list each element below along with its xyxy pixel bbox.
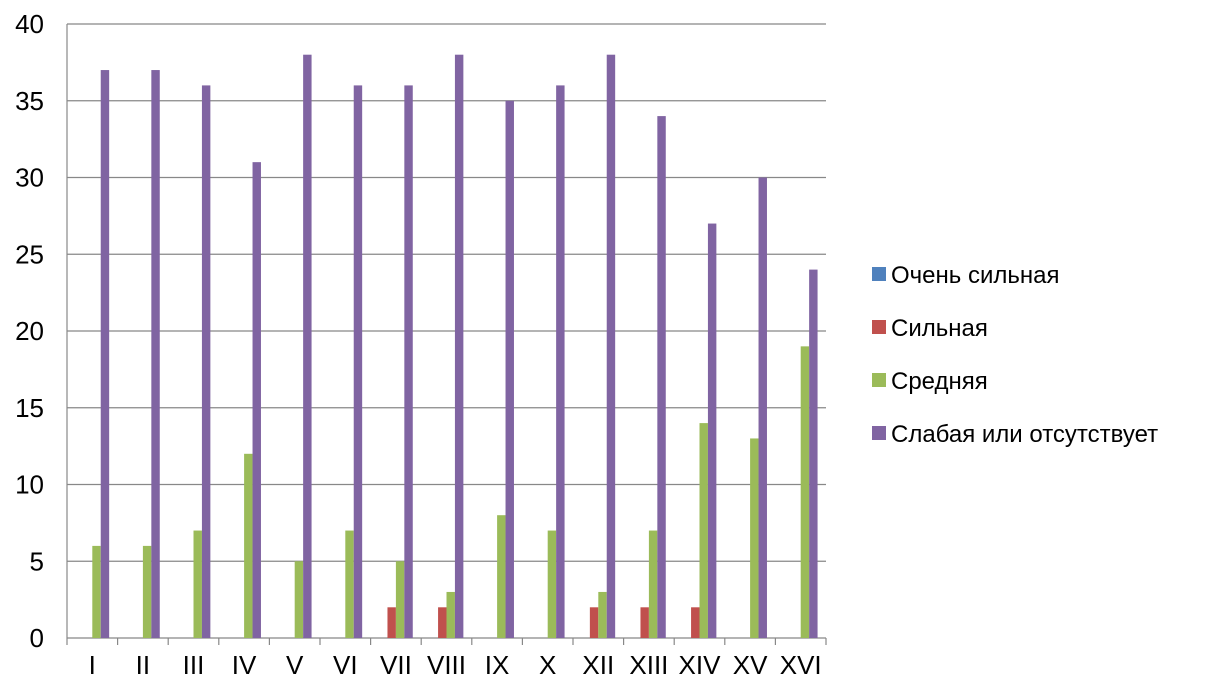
bar [387,607,396,638]
y-tick-label: 5 [30,546,44,576]
bar [100,70,110,639]
y-tick-label: 30 [15,163,44,193]
gridlines [67,23,826,562]
bars [92,54,818,639]
legend-label: Очень сильная [891,262,1059,289]
bar [151,70,160,639]
bar [201,85,211,638]
bar [193,530,202,638]
y-tick-label: 0 [30,623,44,653]
bar [699,423,708,638]
x-tick-label: XIV [679,650,722,680]
legend-swatch [872,426,886,440]
x-tick-label: IX [485,650,510,680]
legend: Очень сильная Сильная Средняя Слабая или от… [872,262,1158,448]
legend-swatch [872,267,886,281]
bar [454,54,464,638]
bar [648,530,658,638]
bar [438,607,447,638]
legend-label: Средняя [891,368,988,395]
bar [640,607,649,638]
bar [809,269,818,638]
legend-label: Слабая или отсутствует [891,421,1158,448]
y-tick-label: 20 [15,316,44,346]
y-tick-label: 25 [15,239,44,269]
bar [303,54,312,638]
bar [345,530,354,638]
x-tick-label: III [183,650,205,680]
x-tick-label: VII [380,650,412,680]
legend-label: Сильная [891,315,988,342]
bar [505,100,514,638]
bar [750,438,759,638]
bar [404,85,413,638]
bar [691,607,700,638]
bar [589,607,599,638]
x-tick-label: XV [733,650,768,680]
bar [800,346,810,638]
bar [395,561,405,638]
bar [707,223,717,639]
legend-swatch [872,320,886,334]
bar [657,116,666,639]
x-tick-label: VI [333,650,358,680]
x-tick-label: XII [582,650,614,680]
x-tick-label: XVI [780,650,822,680]
x-tick-labels: I II III IV V VI VII VIII IX X XII XIII XIV XV XVI [89,650,822,680]
bar [598,591,607,638]
bar [244,453,253,638]
bar [294,561,304,638]
bar [353,85,363,638]
bar [606,54,616,638]
bar [252,162,261,638]
y-tick-label: 10 [15,470,44,500]
y-tick-labels: 0 5 10 15 20 25 30 35 40 [15,9,44,653]
bar [497,515,506,638]
y-tick-label: 15 [15,393,44,423]
x-tick-label: V [286,650,304,680]
bar [547,530,557,638]
x-tick-label: II [136,650,150,680]
bar [446,591,455,638]
y-tick-label: 40 [15,9,44,39]
x-tick-label: XIII [629,650,668,680]
x-tick-label: I [89,650,96,680]
bar [758,177,767,638]
bar [556,85,565,638]
bar [142,545,152,638]
x-tick-label: X [539,650,556,680]
x-tick-label: IV [232,650,257,680]
y-tick-label: 35 [15,86,44,116]
bar [92,545,101,638]
x-tick-label: VIII [427,650,466,680]
legend-swatch [872,373,886,387]
